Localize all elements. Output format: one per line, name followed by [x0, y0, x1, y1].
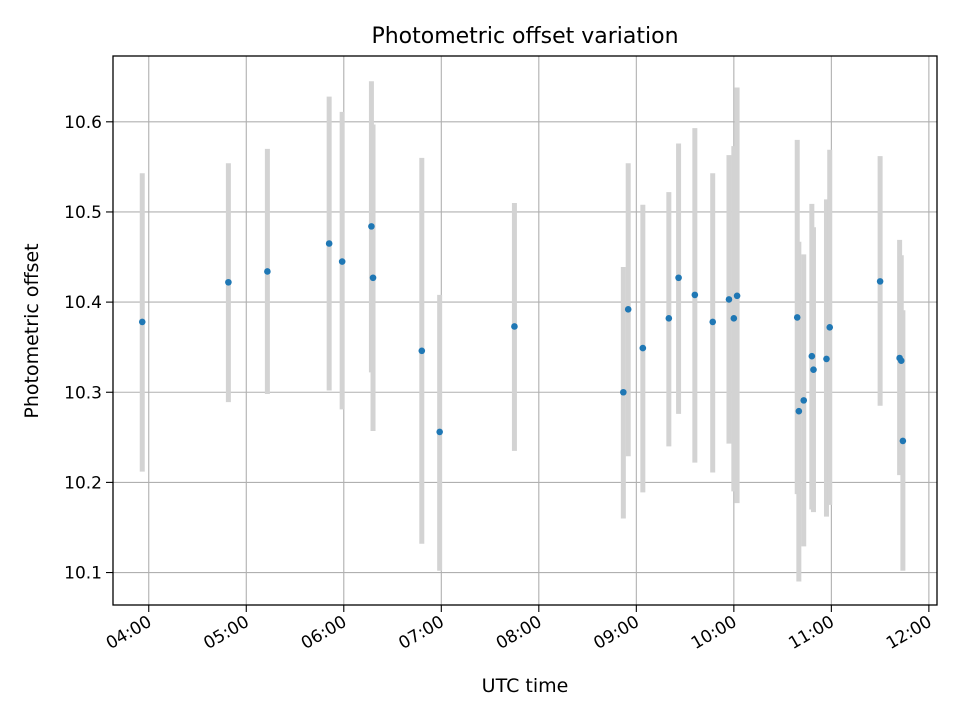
data-points [138, 223, 907, 445]
data-point [338, 258, 346, 265]
data-point [800, 397, 808, 404]
data-point [897, 357, 905, 364]
data-point [691, 291, 699, 299]
data-point [264, 268, 271, 275]
data-point [369, 274, 377, 282]
data-point [733, 292, 741, 300]
chart-title: Photometric offset variation [371, 24, 678, 49]
data-point [665, 315, 673, 322]
data-point [138, 318, 146, 326]
y-axis-ticks: 10.1 10.2 10.3 10.4 10.5 10.6 [64, 113, 113, 584]
data-point [725, 296, 733, 303]
y-axis-label: Photometric offset [21, 243, 43, 418]
data-point [624, 306, 632, 313]
data-point [436, 428, 443, 436]
x-axis-label: UTC time [482, 675, 569, 697]
data-point [810, 366, 817, 374]
data-point [876, 278, 884, 285]
data-point [325, 240, 333, 247]
data-point [368, 223, 375, 230]
data-point [899, 437, 907, 445]
data-point [639, 344, 647, 352]
data-point [808, 352, 816, 360]
data-point [675, 274, 682, 282]
plot-area-frame [112, 55, 938, 606]
y-tick-label: 10.3 [64, 383, 102, 403]
data-point [823, 355, 830, 363]
y-tick-label: 10.2 [64, 473, 102, 493]
data-point [418, 347, 426, 355]
data-point [225, 278, 232, 286]
data-point [620, 388, 627, 396]
data-point [795, 407, 803, 415]
y-tick-label: 10.1 [64, 564, 102, 584]
data-point [730, 315, 738, 322]
y-tick-label: 10.6 [64, 113, 102, 133]
y-tick-label: 10.4 [64, 293, 102, 313]
data-point [826, 324, 834, 331]
data-point [793, 314, 801, 321]
data-point [709, 318, 717, 326]
y-tick-label: 10.5 [64, 203, 102, 223]
data-point [511, 323, 518, 330]
